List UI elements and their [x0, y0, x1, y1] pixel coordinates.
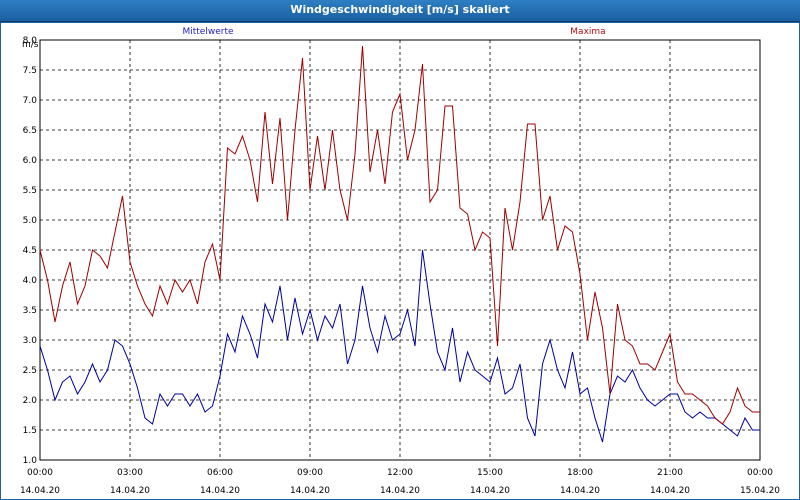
x-tick-time: 06:00	[207, 468, 233, 478]
y-tick-label: 1.0	[23, 456, 38, 466]
y-tick-label: 7.5	[23, 66, 37, 76]
y-tick-label: 1.5	[23, 426, 37, 436]
x-tick-time: 00:00	[747, 468, 773, 478]
y-tick-label: 4.0	[23, 276, 38, 286]
y-tick-label: 6.5	[23, 126, 37, 136]
y-ticks: 1.0 1.5 2.0 2.5 3.0 3.5 4.0 4.5 5.0 5.5 6.0 6.5 7.0 7…	[23, 36, 38, 466]
y-tick-label: 3.5	[23, 306, 37, 316]
x-tick-time: 09:00	[297, 468, 323, 478]
x-tick-time: 12:00	[387, 468, 413, 478]
chart-title: Windgeschwindigkeit [m/s] skaliert	[0, 0, 800, 22]
legend-max: Maxima	[570, 27, 605, 37]
x-ticks: 00:00 14.04.20 03:00 14.04.20 06:00 14.04.20 0…	[20, 468, 780, 496]
x-tick-time: 21:00	[657, 468, 683, 478]
grid-lines	[40, 40, 760, 460]
y-tick-label: 4.5	[23, 246, 37, 256]
series-mean-line	[39, 249, 760, 443]
y-tick-label: 3.0	[23, 336, 38, 346]
x-tick-date: 15.04.20	[740, 486, 780, 496]
y-tick-label: 7.0	[23, 96, 38, 106]
y-tick-label: 5.5	[23, 186, 37, 196]
y-tick-label: 2.0	[23, 396, 38, 406]
x-tick-date: 14.04.20	[650, 486, 690, 496]
x-tick-time: 18:00	[567, 468, 593, 478]
y-tick-label: 5.0	[23, 216, 38, 226]
series-lines	[39, 45, 760, 443]
x-tick-date: 14.04.20	[470, 486, 510, 496]
x-tick-date: 14.04.20	[20, 486, 60, 496]
y-tick-label: 2.5	[23, 366, 37, 376]
legend-mean: Mittelwerte	[182, 27, 233, 37]
x-tick-date: 14.04.20	[110, 486, 150, 496]
x-tick-date: 14.04.20	[290, 486, 330, 496]
x-tick-date: 14.04.20	[200, 486, 240, 496]
x-tick-date: 14.04.20	[560, 486, 600, 496]
series-max-line	[39, 45, 760, 425]
y-axis-label: m/s	[22, 40, 39, 50]
x-tick-time: 15:00	[477, 468, 503, 478]
y-tick-label: 8.0	[23, 36, 38, 46]
x-tick-date: 14.04.20	[380, 486, 420, 496]
y-tick-label: 6.0	[23, 156, 38, 166]
x-tick-time: 00:00	[27, 468, 53, 478]
x-tick-time: 03:00	[117, 468, 143, 478]
